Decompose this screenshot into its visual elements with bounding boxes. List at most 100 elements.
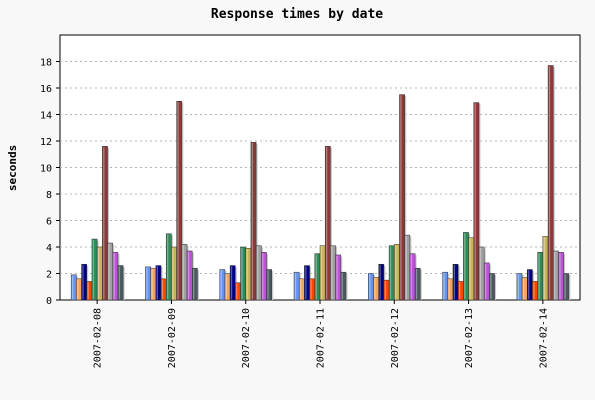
bar: [70, 274, 77, 301]
bar: [224, 273, 231, 301]
bar-highlight: [262, 253, 264, 300]
bar-highlight: [379, 265, 381, 300]
bar: [404, 234, 411, 301]
x-axis-ticks: 2007-02-08 2007-02-09 2007-02-10 2007-02-11…: [93, 300, 549, 368]
bar-highlight: [384, 280, 386, 300]
bar: [298, 278, 305, 301]
bar: [463, 232, 469, 301]
bar-highlight: [77, 279, 79, 300]
bar: [245, 248, 252, 301]
bar-highlight: [374, 278, 376, 300]
bar: [81, 263, 87, 301]
bar-highlight: [161, 279, 164, 300]
bar-highlight: [220, 270, 222, 300]
bar: [563, 273, 570, 301]
bar-highlight: [369, 274, 371, 300]
x-tick-label: 2007-02-11: [316, 308, 327, 368]
bar: [160, 278, 167, 301]
bar-highlight: [187, 251, 190, 300]
bar: [96, 246, 103, 301]
bar-highlight: [113, 253, 115, 300]
bar: [483, 262, 490, 301]
y-tick-label: 0: [46, 296, 52, 307]
bar-highlight: [336, 255, 338, 300]
bar: [314, 253, 321, 301]
bar: [176, 101, 183, 301]
bar-highlight: [246, 249, 248, 300]
bar-highlight: [151, 269, 153, 300]
bar: [447, 278, 454, 301]
bar-highlight: [87, 282, 89, 300]
y-tick-label: 2: [46, 270, 52, 281]
bar-highlight: [118, 266, 121, 300]
bar-highlight: [559, 253, 561, 300]
bar: [76, 278, 82, 301]
bar: [250, 142, 257, 301]
bar: [261, 252, 267, 301]
bar-highlight: [543, 237, 545, 300]
bar: [542, 236, 549, 301]
bar-highlight: [182, 245, 184, 300]
bar: [340, 271, 347, 301]
bar-highlight: [400, 95, 402, 300]
bar-highlight: [108, 243, 110, 300]
bar: [383, 279, 390, 301]
bar: [414, 267, 421, 301]
bar-highlight: [443, 272, 445, 300]
bar-highlight: [92, 239, 95, 300]
bar: [235, 282, 241, 301]
y-tick-label: 10: [40, 164, 52, 175]
bar: [330, 245, 336, 301]
bar-highlight: [484, 263, 487, 300]
bar: [304, 265, 310, 301]
y-tick-label: 6: [46, 217, 52, 228]
bar-highlight: [448, 279, 450, 300]
bar-highlight: [326, 147, 328, 300]
bar-highlight: [251, 143, 254, 300]
bar: [368, 273, 374, 301]
bar: [324, 146, 331, 301]
bars: [70, 65, 571, 301]
bar-highlight: [320, 246, 323, 300]
bar-highlight: [341, 272, 343, 300]
bar: [102, 146, 108, 301]
bar: [442, 271, 449, 301]
bar: [86, 281, 93, 301]
bar: [145, 266, 151, 301]
bar-highlight: [464, 233, 466, 300]
bar: [516, 273, 523, 301]
y-tick-label: 4: [46, 243, 52, 254]
bar-highlight: [177, 102, 179, 300]
bar-highlight: [305, 266, 307, 300]
y-tick-label: 18: [40, 58, 52, 69]
bar-highlight: [479, 247, 482, 300]
bar: [117, 265, 124, 301]
bar: [319, 245, 326, 301]
bar: [219, 269, 226, 301]
bar: [452, 263, 459, 301]
bar: [388, 245, 395, 301]
bar: [293, 271, 300, 301]
bar-highlight: [453, 265, 456, 300]
bar-highlight: [146, 267, 148, 300]
bar-highlight: [267, 270, 269, 300]
bar: [186, 250, 193, 301]
bar: [532, 281, 538, 301]
x-tick-label: 2007-02-08: [93, 308, 104, 368]
bar-highlight: [528, 270, 530, 300]
bar-highlight: [230, 266, 233, 300]
bar: [457, 281, 464, 301]
bar: [255, 245, 262, 301]
x-tick-label: 2007-02-09: [167, 308, 178, 368]
x-tick-label: 2007-02-14: [538, 308, 549, 368]
bar-highlight: [331, 246, 333, 300]
bar: [165, 233, 172, 301]
bar-highlight: [172, 247, 174, 300]
bar: [521, 277, 528, 301]
bar-highlight: [389, 246, 392, 300]
chart-title: Response times by date: [211, 7, 383, 22]
y-tick-label: 14: [40, 111, 52, 122]
bar: [229, 265, 236, 301]
bar: [112, 252, 119, 301]
y-axis-ticks: 0 2 4 6 8 10 12 14 16 18: [40, 58, 60, 307]
